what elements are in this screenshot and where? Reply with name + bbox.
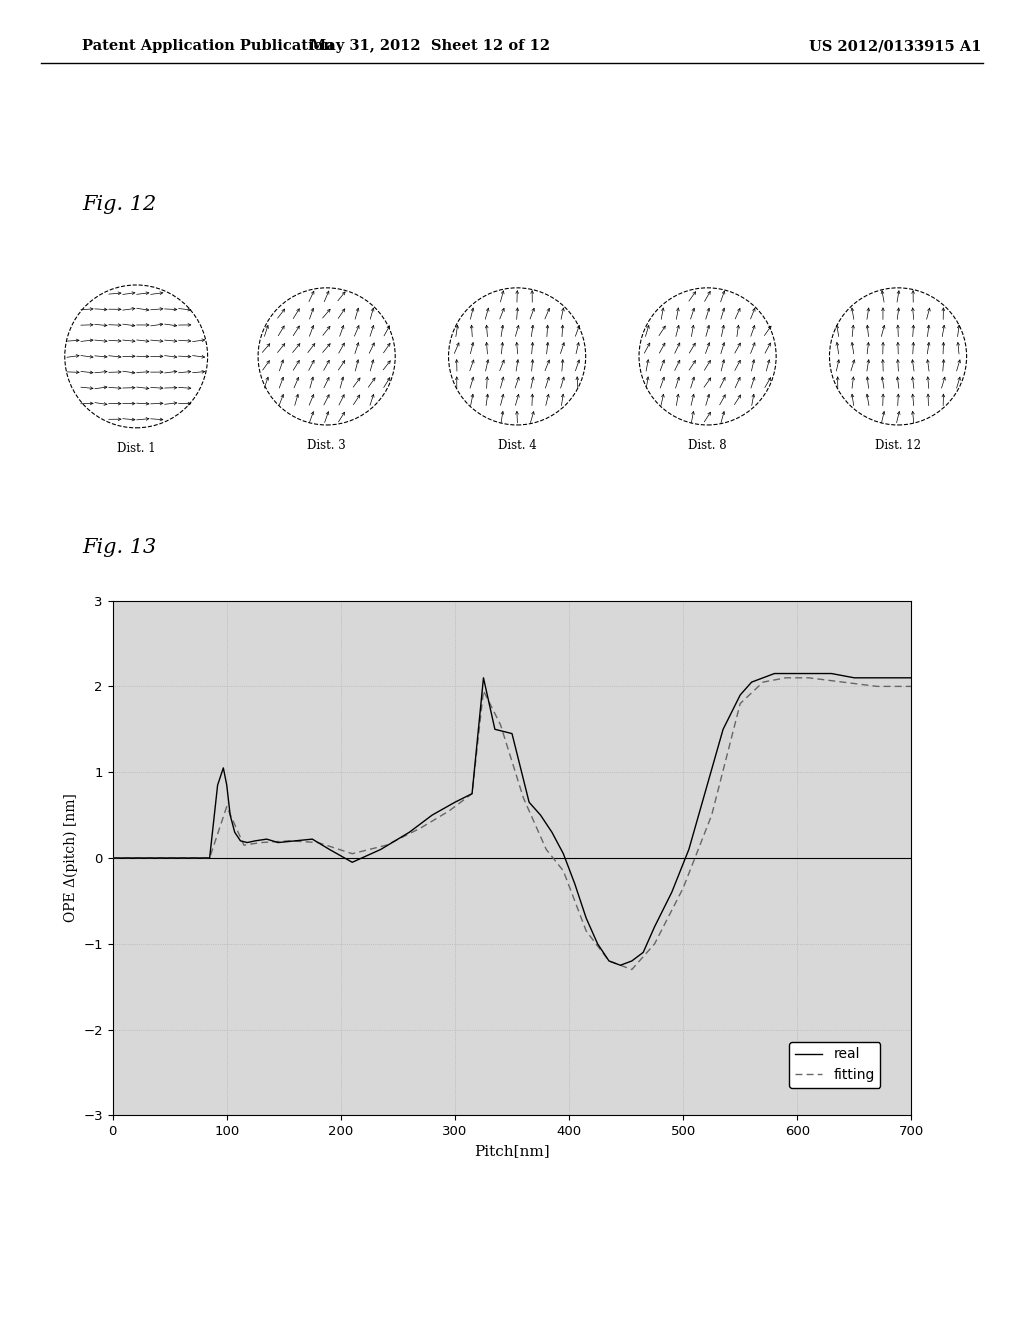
real	[272, 834, 285, 850]
fitting	[517, 789, 529, 805]
fitting	[495, 717, 507, 733]
fitting	[648, 936, 660, 952]
fitting	[346, 846, 358, 862]
fitting	[466, 785, 478, 801]
real	[106, 850, 119, 866]
real	[871, 669, 884, 686]
Y-axis label: OPE Δ(pitch) [nm]: OPE Δ(pitch) [nm]	[63, 793, 78, 923]
fitting	[603, 953, 615, 969]
real	[637, 945, 649, 961]
Text: May 31, 2012  Sheet 12 of 12: May 31, 2012 Sheet 12 of 12	[310, 40, 550, 53]
Text: Dist. 1: Dist. 1	[117, 442, 156, 455]
fitting	[380, 837, 392, 853]
fitting	[837, 675, 849, 690]
Text: Dist. 4: Dist. 4	[498, 440, 537, 453]
fitting	[905, 678, 918, 694]
real	[768, 665, 780, 681]
fitting	[477, 682, 489, 698]
fitting	[557, 863, 569, 879]
real	[905, 669, 918, 686]
Line: fitting: fitting	[113, 678, 911, 969]
fitting	[779, 669, 792, 686]
Text: Dist. 12: Dist. 12	[876, 440, 921, 453]
fitting	[734, 696, 746, 711]
fitting	[803, 669, 815, 686]
real	[375, 842, 387, 858]
Text: US 2012/0133915 A1: US 2012/0133915 A1	[809, 40, 981, 53]
fitting	[284, 833, 296, 849]
real	[346, 854, 358, 870]
fitting	[706, 807, 718, 824]
Text: Patent Application Publication: Patent Application Publication	[82, 40, 334, 53]
fitting	[871, 678, 884, 694]
Legend: real, fitting: real, fitting	[790, 1041, 881, 1088]
Text: Dist. 8: Dist. 8	[688, 440, 727, 453]
X-axis label: Pitch[nm]: Pitch[nm]	[474, 1143, 550, 1158]
fitting	[626, 961, 638, 977]
Text: Fig. 12: Fig. 12	[82, 195, 157, 214]
Text: Dist. 3: Dist. 3	[307, 440, 346, 453]
fitting	[415, 820, 427, 836]
fitting	[204, 850, 216, 866]
real	[614, 957, 627, 973]
Text: Fig. 13: Fig. 13	[82, 539, 157, 557]
fitting	[580, 923, 592, 939]
fitting	[106, 850, 119, 866]
Line: real: real	[113, 673, 911, 965]
fitting	[540, 842, 552, 858]
fitting	[677, 880, 689, 896]
fitting	[255, 834, 267, 850]
fitting	[443, 803, 456, 818]
fitting	[220, 799, 232, 814]
Bar	[113, 601, 911, 1115]
fitting	[757, 675, 769, 690]
fitting	[238, 837, 250, 853]
real	[683, 842, 695, 858]
fitting	[312, 834, 325, 850]
